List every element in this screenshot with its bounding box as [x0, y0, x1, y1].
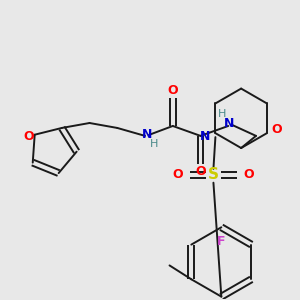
Text: H: H — [150, 139, 158, 149]
Text: N: N — [142, 128, 152, 141]
Text: N: N — [224, 118, 234, 130]
Text: O: O — [167, 84, 178, 97]
Text: O: O — [172, 168, 183, 181]
Text: O: O — [244, 168, 254, 181]
Text: O: O — [195, 165, 206, 178]
Text: H: H — [218, 109, 226, 119]
Text: O: O — [23, 130, 34, 143]
Text: S: S — [208, 167, 219, 182]
Text: N: N — [200, 130, 211, 142]
Text: O: O — [272, 123, 282, 136]
Text: F: F — [217, 235, 226, 248]
